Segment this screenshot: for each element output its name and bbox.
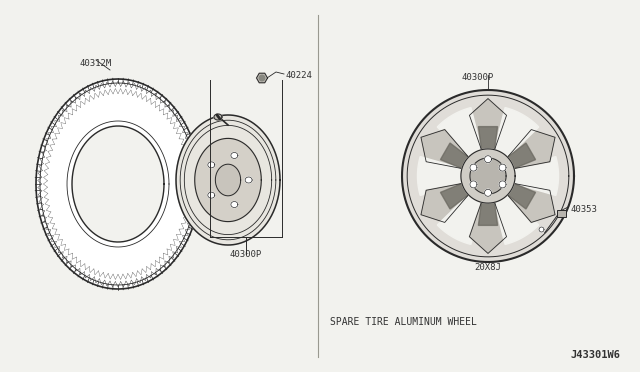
Polygon shape xyxy=(421,129,468,169)
Polygon shape xyxy=(440,183,468,209)
Polygon shape xyxy=(214,114,222,120)
Polygon shape xyxy=(508,143,536,169)
Polygon shape xyxy=(508,129,555,169)
Text: 40224: 40224 xyxy=(286,71,313,80)
Polygon shape xyxy=(195,138,261,222)
Polygon shape xyxy=(484,156,492,163)
Polygon shape xyxy=(499,181,506,188)
Polygon shape xyxy=(508,183,536,209)
Polygon shape xyxy=(36,79,200,289)
Polygon shape xyxy=(72,126,164,242)
Polygon shape xyxy=(479,202,497,225)
Polygon shape xyxy=(402,90,574,262)
Text: 40300P: 40300P xyxy=(230,250,262,259)
Polygon shape xyxy=(421,183,468,222)
FancyBboxPatch shape xyxy=(557,210,566,217)
Polygon shape xyxy=(231,153,238,158)
Polygon shape xyxy=(437,176,488,244)
Polygon shape xyxy=(257,73,268,83)
Polygon shape xyxy=(176,115,280,245)
Polygon shape xyxy=(470,202,506,253)
Text: SPARE TIRE ALUMINUM WHEEL: SPARE TIRE ALUMINUM WHEEL xyxy=(330,317,477,327)
Text: 20X8J: 20X8J xyxy=(475,263,501,272)
Text: 40353: 40353 xyxy=(571,205,598,214)
Polygon shape xyxy=(488,176,539,244)
Polygon shape xyxy=(470,181,477,188)
Polygon shape xyxy=(508,183,555,222)
Polygon shape xyxy=(437,108,488,176)
Polygon shape xyxy=(259,75,265,81)
Polygon shape xyxy=(440,143,468,169)
Polygon shape xyxy=(488,108,539,176)
Text: 40312M: 40312M xyxy=(80,59,112,68)
Polygon shape xyxy=(470,158,506,194)
Polygon shape xyxy=(470,164,477,171)
Polygon shape xyxy=(484,189,492,196)
Polygon shape xyxy=(499,164,506,171)
Text: 40300P: 40300P xyxy=(462,73,494,82)
Polygon shape xyxy=(539,227,544,232)
Polygon shape xyxy=(208,192,215,198)
Polygon shape xyxy=(488,157,559,195)
Polygon shape xyxy=(245,177,252,183)
Text: 403L1: 403L1 xyxy=(216,124,243,132)
Polygon shape xyxy=(479,126,497,150)
Text: J43301W6: J43301W6 xyxy=(570,350,620,360)
Polygon shape xyxy=(417,157,488,195)
Polygon shape xyxy=(461,149,515,203)
Polygon shape xyxy=(215,164,241,196)
Polygon shape xyxy=(470,99,506,150)
Polygon shape xyxy=(208,162,215,168)
Polygon shape xyxy=(231,202,238,208)
